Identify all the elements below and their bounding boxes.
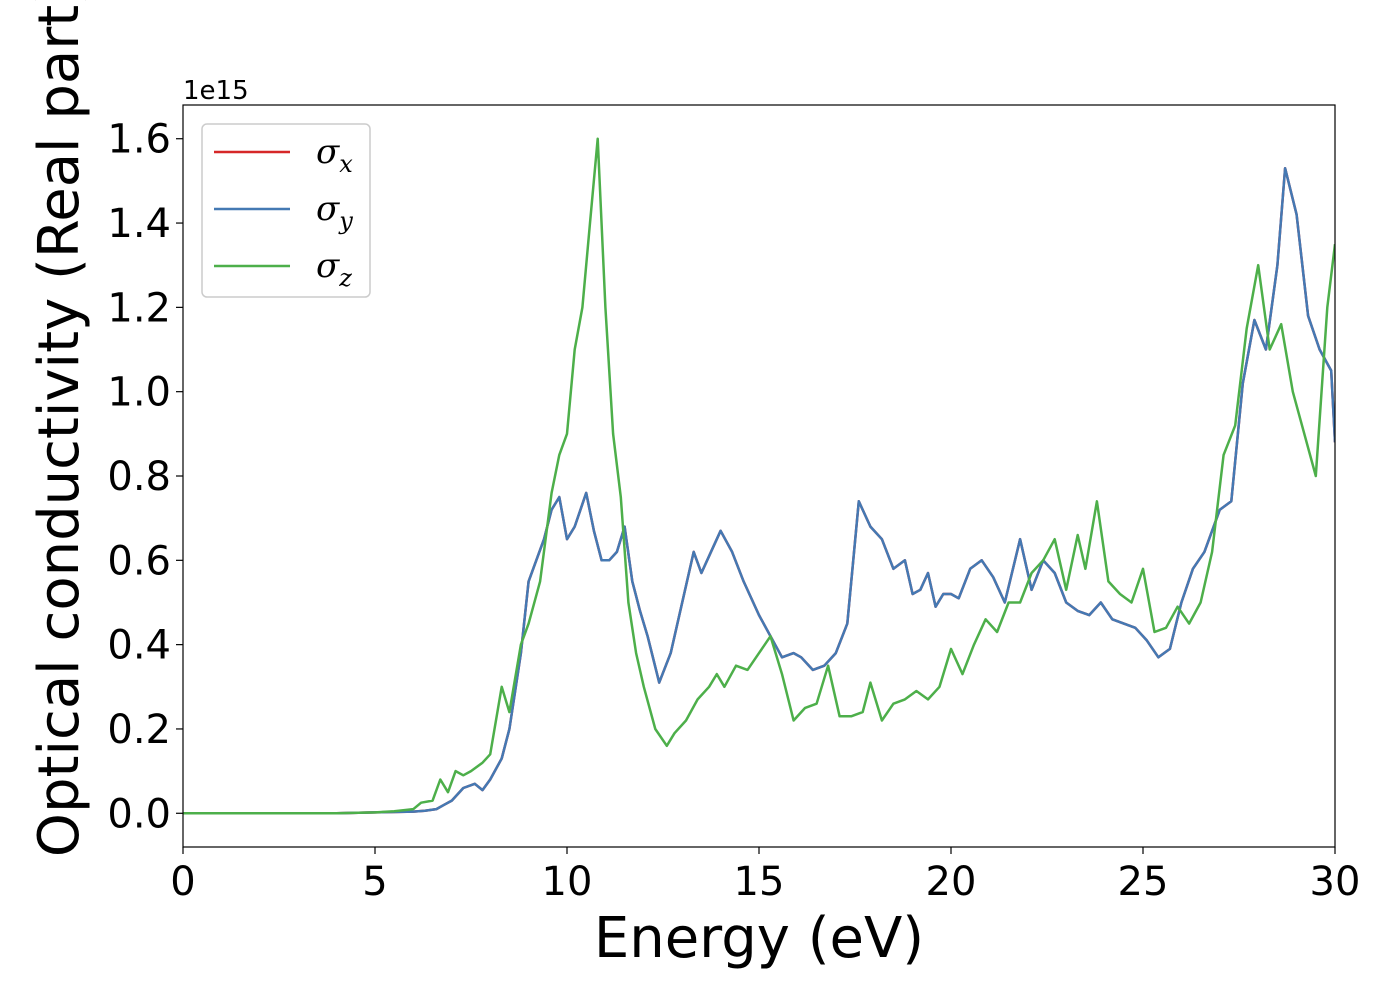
y-tick-label: 1.2: [107, 285, 171, 331]
series-line-z: [183, 137, 1335, 815]
series-line-y: [183, 166, 1335, 815]
y-tick-label: 1.0: [107, 370, 171, 416]
legend-symbol: σ: [316, 246, 340, 286]
legend-box: [201, 123, 371, 298]
legend-symbol: σ: [316, 189, 340, 229]
series-layer: [183, 137, 1335, 815]
x-tick-label: 0: [170, 859, 195, 905]
legend-item-z: σz: [214, 246, 352, 292]
y-tick-label: 0.0: [107, 791, 171, 837]
legend-subscript: y: [338, 207, 353, 235]
legend-label: σz: [316, 246, 352, 292]
legend-label: σy: [316, 189, 353, 235]
legend-subscript: z: [338, 264, 352, 292]
x-tick-label: 20: [926, 859, 977, 905]
y-axis-title: Optical conductivity (Real part): [27, 0, 92, 857]
legend-label: σx: [316, 132, 353, 178]
y-axis-offset-label: 1e15: [183, 76, 249, 106]
x-tick-label: 10: [542, 859, 593, 905]
x-axis-title: Energy (eV): [594, 906, 924, 971]
y-tick-label: 0.8: [107, 454, 171, 500]
x-tick-label: 30: [1310, 859, 1361, 905]
y-tick-label: 1.6: [107, 117, 171, 163]
x-tick-label: 5: [362, 859, 387, 905]
x-tick-label: 15: [734, 859, 785, 905]
legend-item-y: σy: [214, 189, 353, 235]
legend-symbol: σ: [316, 132, 340, 172]
x-tick-label: 25: [1118, 859, 1169, 905]
y-tick-label: 1.4: [107, 201, 171, 247]
legend-item-x: σx: [214, 132, 353, 178]
y-tick-label: 0.4: [107, 623, 171, 669]
x-axis: 0 5 10 15 20 25 30: [170, 847, 1360, 905]
y-tick-label: 0.6: [107, 538, 171, 584]
y-axis: 0.0 0.2 0.4 0.6 0.8 1.0 1.2 1.4 1.6: [107, 117, 183, 837]
y-tick-label: 0.2: [107, 707, 171, 753]
legend-subscript: x: [339, 150, 353, 178]
